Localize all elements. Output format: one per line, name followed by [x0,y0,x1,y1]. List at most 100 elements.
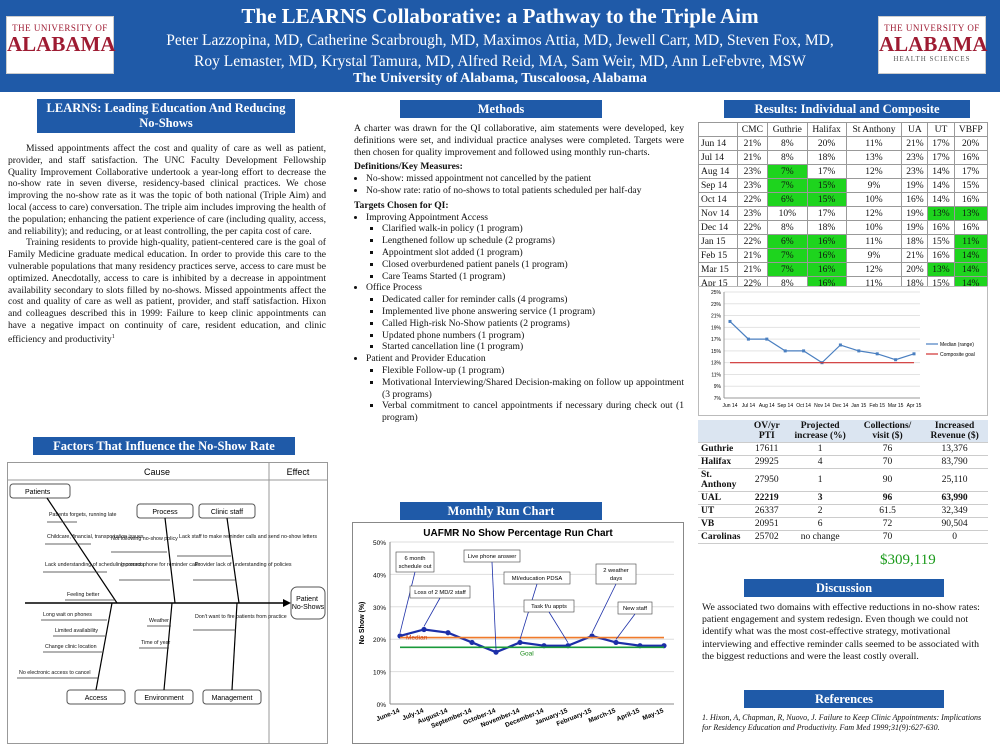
patients-item-4: Feeling better [67,592,100,598]
results-cell: 22% [736,234,769,249]
results-cell: 14% [953,262,988,277]
methods-heading: Methods [400,100,602,118]
results-cell: 14% [927,192,955,207]
results-cell: 16% [927,220,955,235]
runchart-ytick: 10% [373,670,386,677]
revenue-cell: 6 [786,517,854,531]
results-cell: 15% [806,178,847,193]
results-month: Oct 14 [698,192,738,207]
results-heading: Results: Individual and Composite [724,100,970,118]
revenue-cell: 72 [853,517,922,531]
cause-label: Cause [144,467,170,477]
runchart-ytick: 20% [373,637,386,644]
composite-line-chart: 7% 9% 11% 13% 15% 17% 19% 21% 23% 25% Jun 14 Jul 14… [698,286,988,416]
table-row: Sep 14 23% 7% 15% 9% 19% 14% 15% [698,178,988,193]
revenue-cell: 70 [853,455,922,469]
discussion-heading: Discussion [744,579,944,597]
revenue-site: Halifax [698,455,748,469]
poster-header: THE UNIVERSITY OF ALABAMA The LEARNS Col… [0,0,1000,92]
list-item: Flexible Follow-up (1 program) [382,365,684,377]
runchart-ytick: 30% [373,605,386,612]
linechart-xtick: Feb 15 [869,403,885,409]
runchart-ytick: 50% [373,540,386,547]
table-row: UAL 22219 3 96 63,990 [698,491,988,505]
results-cell: 14% [927,178,955,193]
category-access: Access [85,695,108,702]
results-cell: 16% [901,192,929,207]
results-cell: 18% [806,220,847,235]
linechart-xtick: Mar 15 [888,403,904,409]
revenue-cell: 96 [853,491,922,505]
access-item-4: No electronic access to cancel [19,670,91,676]
runchart-ylabel: No Show (%) [359,602,366,645]
runchart-series-line [399,628,664,654]
results-cell: 9% [845,248,903,263]
table-row: UT 26337 2 61.5 32,349 [698,504,988,518]
results-cell: 7% [767,164,808,179]
reference-1: 1. Hixon, A, Chapman, R, Nuovo, J. Failu… [702,713,982,732]
revenue-cell: 3 [786,491,854,505]
runchart-heading: Monthly Run Chart [400,502,602,520]
results-col-header: VBFP [953,122,988,137]
results-cell: 10% [767,206,808,221]
results-table: CMC Guthrie Halifax St Anthony UA UT VBFP Jun … [698,122,988,291]
results-month: Sep 14 [698,178,738,193]
runchart-annotation-arrow [615,613,636,640]
target-group-office: Office Process Dedicated caller for remi… [366,282,684,353]
results-cell: 10% [845,192,903,207]
factors-heading: Factors That Influence the No-Show Rate [33,437,295,455]
runchart-point [613,639,619,646]
linechart-point [783,349,787,353]
linechart-xtick: Nov 14 [814,403,830,409]
table-row: Nov 14 23% 10% 17% 12% 19% 13% 13% [698,206,988,221]
university-logo-left: THE UNIVERSITY OF ALABAMA [6,16,116,74]
results-cell: 7% [767,248,808,263]
results-cell: 20% [953,136,988,151]
revenue-table: OV/yr PTI Projected increase (%) Collectio… [698,420,988,544]
runchart-annotation-arrow [491,561,497,650]
results-cell: 21% [736,248,769,263]
runchart-point [517,639,523,646]
revenue-cell: 2 [786,504,854,518]
list-item: Dedicated caller for reminder calls (4 p… [382,294,684,306]
results-cell: 23% [901,150,929,165]
results-month: Mar 15 [698,262,738,277]
svg-text:Patient No-Shows: Patient No-Shows [292,596,325,611]
access-item-3: Change clinic location [45,644,97,650]
results-cell: 21% [736,262,769,277]
results-col-header: St Anthony [845,122,903,137]
results-cell: 9% [845,178,903,193]
list-item: Care Teams Started (1 program) [382,271,684,283]
results-cell: 16% [806,234,847,249]
results-cell: 13% [927,262,955,277]
linechart-ytick: 23% [711,302,722,308]
access-item-1: Long wait on phones [43,612,92,618]
definitions-heading: Definitions/Key Measures: [354,161,463,173]
results-cell: 21% [901,136,929,151]
results-col-header: UT [927,122,955,137]
revenue-cell: 22219 [747,491,787,505]
results-cell: 23% [901,164,929,179]
results-month: Nov 14 [698,206,738,221]
results-month: Jul 14 [698,150,738,165]
list-item: Motivational Interviewing/Shared Decisio… [382,377,684,401]
results-month: Aug 14 [698,164,738,179]
category-clinic-staff: Clinic staff [211,509,243,516]
results-cell: 14% [953,248,988,263]
revenue-col-header: Increased Revenue ($) [921,420,988,443]
run-chart: UAFMR No Show Percentage Run Chart 0% 10% 2… [352,522,684,744]
linechart-point [746,337,750,341]
runchart-annotation-arrow [423,597,441,627]
revenue-cell: 25,110 [921,468,988,492]
results-cell: 8% [767,220,808,235]
definition-item: No-show rate: ratio of no-shows to total… [366,185,684,197]
category-environment: Environment [144,695,183,702]
results-cell: 8% [767,136,808,151]
revenue-col-header: Projected increase (%) [786,420,854,443]
revenue-cell: 83,790 [921,455,988,469]
revenue-cell: 27950 [747,468,787,492]
linechart-ytick: 21% [711,314,722,320]
linechart-point [857,349,861,353]
targets-list: Improving Appointment Access Clarified w… [354,212,684,424]
runchart-title: UAFMR No Show Percentage Run Chart [423,528,613,539]
